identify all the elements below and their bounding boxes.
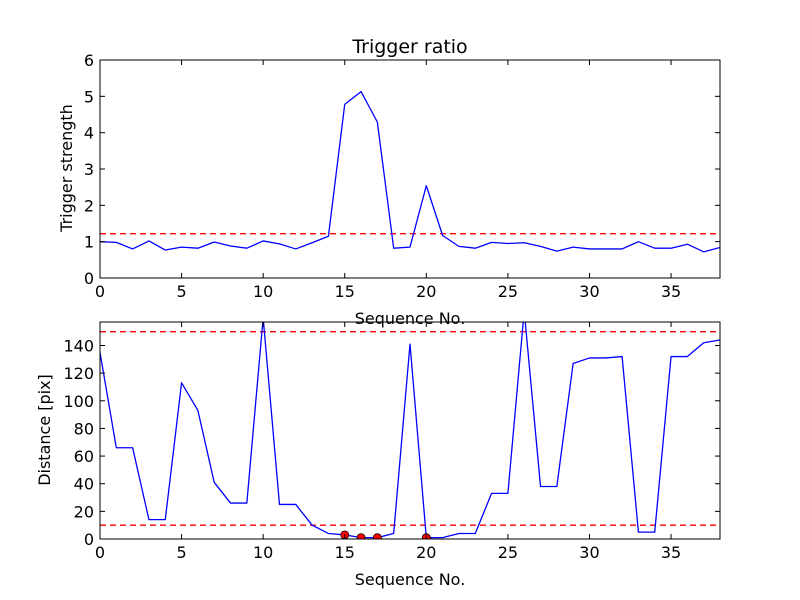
x-tick-label: 5 xyxy=(176,543,186,562)
x-tick-label: 0 xyxy=(95,543,105,562)
plot-frame xyxy=(99,59,721,279)
y-tick-label: 4 xyxy=(84,124,94,143)
x-tick-label: 25 xyxy=(498,282,518,301)
y-tick-label: 3 xyxy=(84,160,94,179)
y-tick-label: 5 xyxy=(84,87,94,106)
x-axis-label: Sequence No. xyxy=(355,570,466,589)
trigger-ratio-chart: Trigger ratio 0 5 10 15 20 25 30 35 0 1 2 3 4 5 6 Sequ… xyxy=(57,36,721,328)
x-tick-label: 20 xyxy=(416,543,436,562)
y-tick-label: 40 xyxy=(74,475,94,494)
x-tick-label: 30 xyxy=(579,282,599,301)
distance-chart: 0 5 10 15 20 25 30 35 0 20 40 60 80 100 120 140 Sequenc… xyxy=(35,321,721,589)
x-tick-label: 35 xyxy=(661,282,681,301)
x-tick-label: 10 xyxy=(253,543,273,562)
x-tick-label: 0 xyxy=(95,282,105,301)
y-tick-label: 120 xyxy=(63,364,94,383)
y-axis-label: Distance [pix] xyxy=(35,374,54,486)
axis-ticks: 0 5 10 15 20 25 30 35 0 20 40 60 80 100 120 140 xyxy=(63,322,720,562)
y-tick-label: 140 xyxy=(63,336,94,355)
x-tick-label: 25 xyxy=(498,543,518,562)
data-point-marker xyxy=(372,533,382,539)
x-tick-label: 30 xyxy=(579,543,599,562)
x-tick-label: 10 xyxy=(253,282,273,301)
y-tick-label: 60 xyxy=(74,447,94,466)
y-tick-label: 0 xyxy=(84,269,94,288)
plot-area xyxy=(100,90,720,253)
x-tick-label: 35 xyxy=(661,543,681,562)
y-tick-label: 20 xyxy=(74,502,94,521)
chart-title: Trigger ratio xyxy=(351,36,467,58)
y-tick-label: 1 xyxy=(84,233,94,252)
series-line xyxy=(100,322,720,539)
data-point-marker xyxy=(356,533,366,539)
x-axis-label: Sequence No. xyxy=(355,309,466,328)
y-axis-label: Trigger strength xyxy=(57,104,76,233)
y-tick-label: 2 xyxy=(84,196,94,215)
axis-ticks: 0 5 10 15 20 25 30 35 0 1 2 3 4 5 6 xyxy=(84,51,720,301)
y-tick-label: 100 xyxy=(63,392,94,411)
series-line xyxy=(100,90,720,253)
plot-clip-group xyxy=(100,90,720,253)
x-tick-label: 20 xyxy=(416,282,436,301)
x-tick-label: 15 xyxy=(335,543,355,562)
x-tick-label: 5 xyxy=(176,282,186,301)
y-tick-label: 0 xyxy=(84,530,94,549)
y-tick-label: 80 xyxy=(74,419,94,438)
y-tick-label: 6 xyxy=(84,51,94,70)
x-tick-label: 15 xyxy=(335,282,355,301)
plot-frame xyxy=(99,321,721,540)
